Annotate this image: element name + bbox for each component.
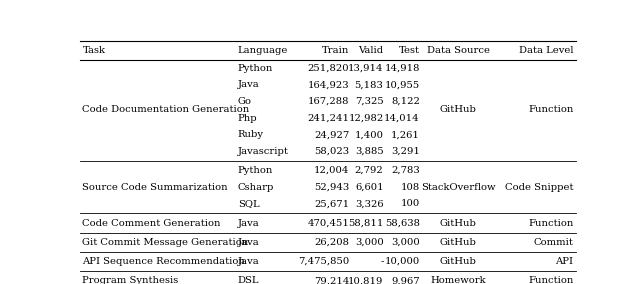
Text: 52,943: 52,943 bbox=[314, 183, 349, 192]
Text: 7,325: 7,325 bbox=[355, 97, 383, 106]
Text: 79,214: 79,214 bbox=[314, 276, 349, 284]
Text: Java: Java bbox=[237, 257, 259, 266]
Text: Commit: Commit bbox=[534, 238, 573, 247]
Text: Java: Java bbox=[237, 80, 259, 89]
Text: API Sequence Recommendation: API Sequence Recommendation bbox=[83, 257, 245, 266]
Text: 164,923: 164,923 bbox=[308, 80, 349, 89]
Text: Code Comment Generation: Code Comment Generation bbox=[83, 218, 221, 227]
Text: 25,671: 25,671 bbox=[314, 199, 349, 208]
Text: Java: Java bbox=[237, 238, 259, 247]
Text: GitHub: GitHub bbox=[440, 257, 477, 266]
Text: Function: Function bbox=[528, 105, 573, 114]
Text: DSL: DSL bbox=[237, 276, 259, 284]
Text: 8,122: 8,122 bbox=[391, 97, 420, 106]
Text: 167,288: 167,288 bbox=[308, 97, 349, 106]
Text: 1,400: 1,400 bbox=[355, 130, 383, 139]
Text: SQL: SQL bbox=[237, 199, 259, 208]
Text: 10,955: 10,955 bbox=[385, 80, 420, 89]
Text: 24,927: 24,927 bbox=[314, 130, 349, 139]
Text: Train: Train bbox=[322, 46, 349, 55]
Text: Go: Go bbox=[237, 97, 252, 106]
Text: Function: Function bbox=[528, 276, 573, 284]
Text: 2,783: 2,783 bbox=[391, 166, 420, 175]
Text: Csharp: Csharp bbox=[237, 183, 274, 192]
Text: 14,014: 14,014 bbox=[384, 114, 420, 123]
Text: 26,208: 26,208 bbox=[314, 238, 349, 247]
Text: 241,241: 241,241 bbox=[307, 114, 349, 123]
Text: Javascript: Javascript bbox=[237, 147, 289, 156]
Text: 6,601: 6,601 bbox=[355, 183, 383, 192]
Text: 7,475,850: 7,475,850 bbox=[298, 257, 349, 266]
Text: API: API bbox=[556, 257, 573, 266]
Text: 2,792: 2,792 bbox=[355, 166, 383, 175]
Text: Java: Java bbox=[237, 218, 259, 227]
Text: 58,811: 58,811 bbox=[348, 218, 383, 227]
Text: 13,914: 13,914 bbox=[348, 64, 383, 73]
Text: Ruby: Ruby bbox=[237, 130, 264, 139]
Text: 10,819: 10,819 bbox=[348, 276, 383, 284]
Text: 251,820: 251,820 bbox=[308, 64, 349, 73]
Text: 12,982: 12,982 bbox=[348, 114, 383, 123]
Text: Function: Function bbox=[528, 218, 573, 227]
Text: 14,918: 14,918 bbox=[384, 64, 420, 73]
Text: 3,000: 3,000 bbox=[391, 238, 420, 247]
Text: Homework: Homework bbox=[430, 276, 486, 284]
Text: 108: 108 bbox=[401, 183, 420, 192]
Text: 3,326: 3,326 bbox=[355, 199, 383, 208]
Text: Python: Python bbox=[237, 64, 273, 73]
Text: GitHub: GitHub bbox=[440, 238, 477, 247]
Text: Code Documentation Generation: Code Documentation Generation bbox=[83, 105, 250, 114]
Text: GitHub: GitHub bbox=[440, 105, 477, 114]
Text: Program Synthesis: Program Synthesis bbox=[83, 276, 179, 284]
Text: 9,967: 9,967 bbox=[391, 276, 420, 284]
Text: 12,004: 12,004 bbox=[314, 166, 349, 175]
Text: 10,000: 10,000 bbox=[385, 257, 420, 266]
Text: Php: Php bbox=[237, 114, 257, 123]
Text: GitHub: GitHub bbox=[440, 218, 477, 227]
Text: Data Level: Data Level bbox=[519, 46, 573, 55]
Text: Code Snippet: Code Snippet bbox=[505, 183, 573, 192]
Text: 5,183: 5,183 bbox=[355, 80, 383, 89]
Text: 58,023: 58,023 bbox=[314, 147, 349, 156]
Text: 3,291: 3,291 bbox=[391, 147, 420, 156]
Text: Valid: Valid bbox=[358, 46, 383, 55]
Text: 3,000: 3,000 bbox=[355, 238, 383, 247]
Text: Python: Python bbox=[237, 166, 273, 175]
Text: Language: Language bbox=[237, 46, 288, 55]
Text: 58,638: 58,638 bbox=[385, 218, 420, 227]
Text: Git Commit Message Generation: Git Commit Message Generation bbox=[83, 238, 249, 247]
Text: 1,261: 1,261 bbox=[391, 130, 420, 139]
Text: Test: Test bbox=[399, 46, 420, 55]
Text: 100: 100 bbox=[401, 199, 420, 208]
Text: Data Source: Data Source bbox=[427, 46, 490, 55]
Text: 470,451: 470,451 bbox=[307, 218, 349, 227]
Text: Source Code Summarization: Source Code Summarization bbox=[83, 183, 228, 192]
Text: -: - bbox=[380, 257, 383, 266]
Text: 3,885: 3,885 bbox=[355, 147, 383, 156]
Text: StackOverflow: StackOverflow bbox=[421, 183, 495, 192]
Text: Task: Task bbox=[83, 46, 106, 55]
